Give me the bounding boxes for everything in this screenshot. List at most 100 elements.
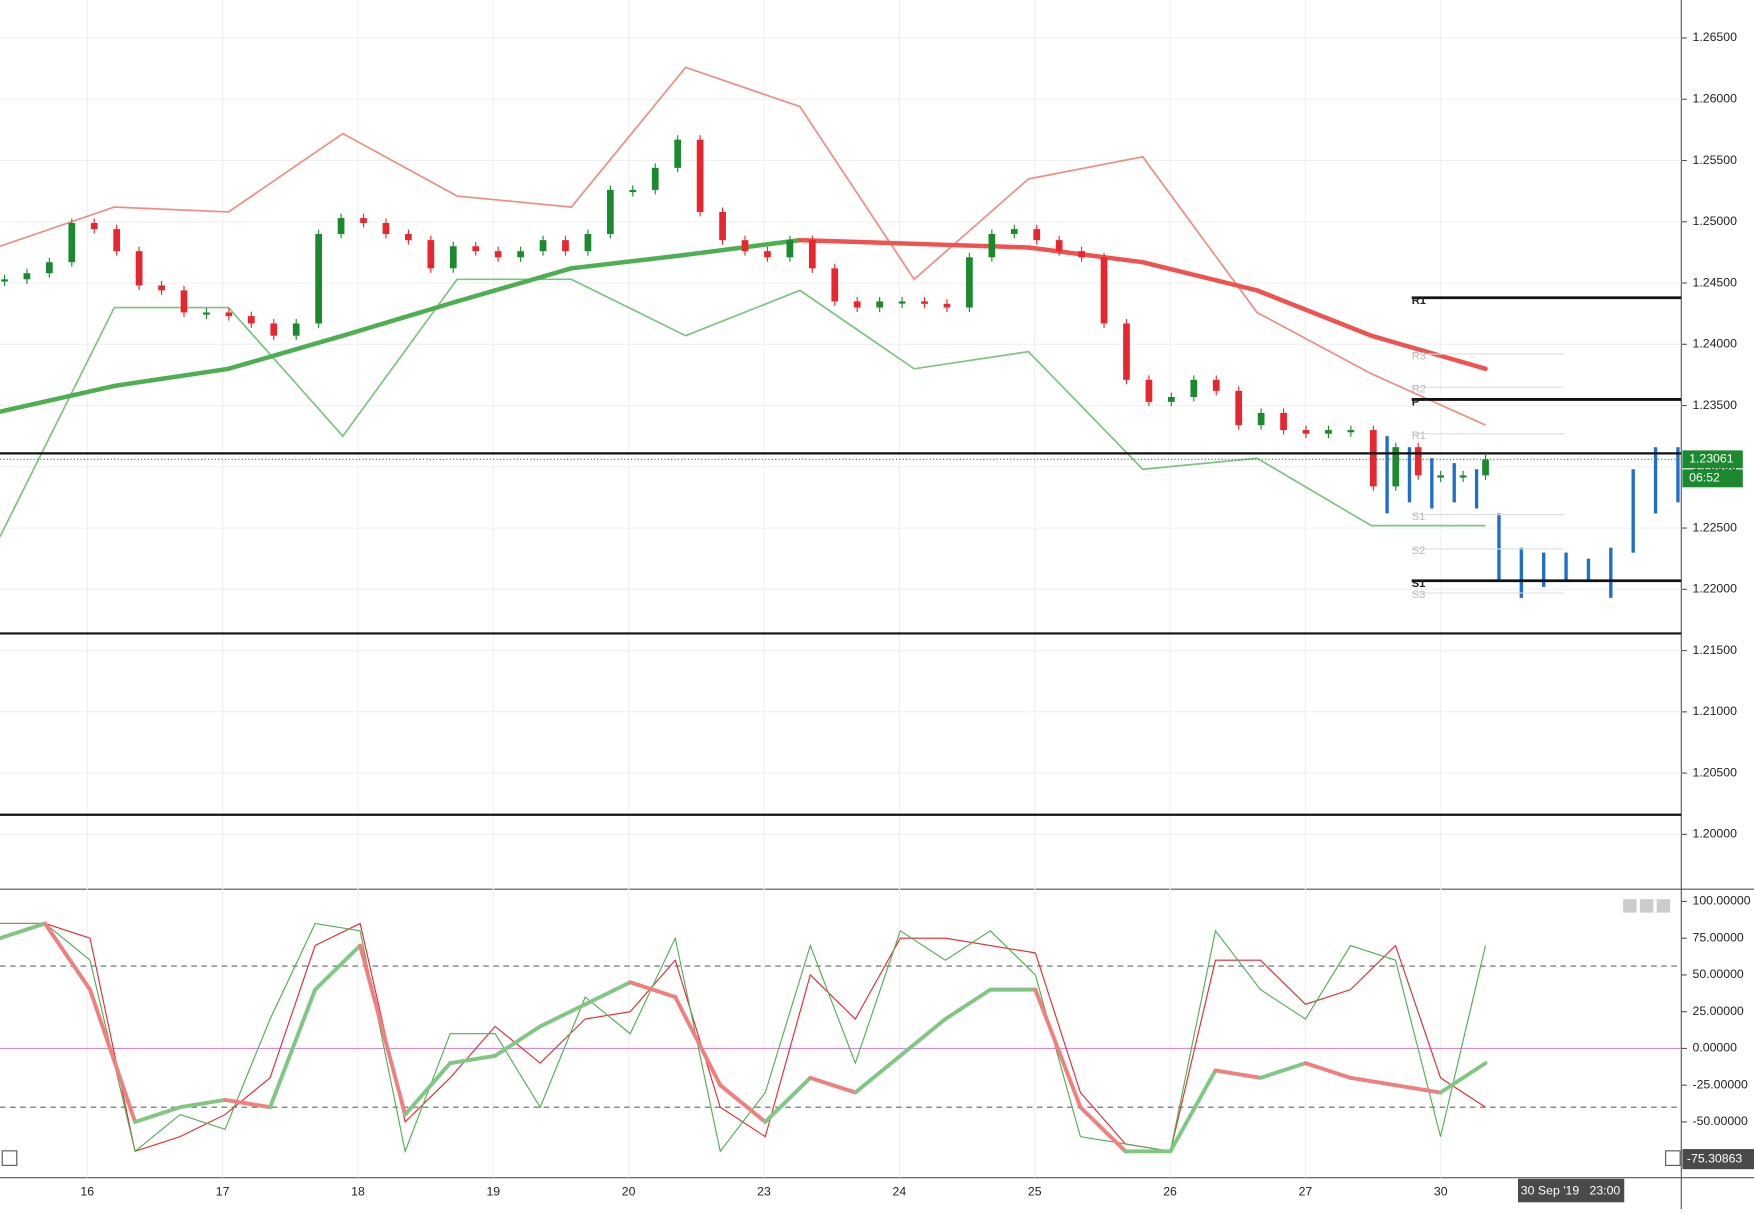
panel-buttons[interactable] <box>1623 899 1671 913</box>
x-tick-label: 19 <box>486 1184 500 1198</box>
minor-pivot-label: R1 <box>1412 430 1426 442</box>
moving-average <box>112 366 231 389</box>
candle <box>1280 412 1287 431</box>
candle <box>1235 390 1243 426</box>
candle <box>629 189 637 193</box>
x-tick-label: 27 <box>1299 1184 1313 1198</box>
candle <box>1302 430 1310 434</box>
candle <box>1414 447 1422 476</box>
moving-average <box>569 252 688 271</box>
candle <box>764 251 771 258</box>
candle <box>158 285 165 291</box>
candle <box>45 262 53 274</box>
candle <box>180 290 188 313</box>
add-button[interactable] <box>1 1150 18 1166</box>
candle <box>1392 447 1400 487</box>
oscillator-smooth <box>898 1017 948 1058</box>
y-tick-label: 1.22000 <box>1692 582 1737 596</box>
candle <box>1437 475 1445 478</box>
candle <box>382 222 390 235</box>
moving-average <box>454 266 574 304</box>
candle <box>247 316 255 324</box>
x-tick-label: 25 <box>1028 1184 1042 1198</box>
candle <box>1369 430 1377 487</box>
candle <box>921 301 928 304</box>
add-button[interactable] <box>1665 1150 1681 1166</box>
x-tick-label: 30 <box>1434 1184 1448 1198</box>
candle <box>943 303 951 308</box>
candle <box>719 211 726 241</box>
oscillator-smooth <box>808 1075 858 1095</box>
button-up[interactable] <box>1623 899 1637 913</box>
candle <box>562 240 569 252</box>
candle <box>831 268 839 302</box>
y-tick-label: 1.24500 <box>1692 275 1737 289</box>
oscillator-smooth <box>1033 987 1083 1110</box>
oscillator-smooth <box>493 1024 543 1058</box>
last-price-label: 1.23061 <box>1689 452 1734 466</box>
moving-average <box>797 237 917 247</box>
candle <box>315 234 322 324</box>
moving-average <box>1369 333 1488 372</box>
candle <box>135 251 143 286</box>
button-close[interactable] <box>1639 899 1654 913</box>
oscillator-smooth <box>268 987 318 1110</box>
minor-pivot-label: S2 <box>1412 545 1426 557</box>
crosshair-box <box>1517 1178 1625 1203</box>
y-tick-label: 1.22500 <box>1692 520 1737 534</box>
candle <box>90 222 98 230</box>
candle <box>449 246 457 269</box>
x-tick-label: 23 <box>757 1184 771 1198</box>
button-down[interactable] <box>1656 899 1671 913</box>
y-tick-label: -25.00000 <box>1692 1077 1748 1091</box>
oscillator-smooth <box>43 921 92 992</box>
oscillator-smooth <box>628 980 678 999</box>
candle <box>1078 251 1085 258</box>
pivot-label: S1 <box>1412 578 1426 590</box>
oscillator-smooth <box>1258 1061 1308 1080</box>
x-tick-label: 17 <box>216 1184 230 1198</box>
y-tick-label: 1.21000 <box>1692 704 1737 718</box>
candle <box>1459 475 1467 478</box>
oscillator-smooth <box>1348 1075 1398 1088</box>
oscillator-smooth <box>403 1061 453 1117</box>
band-lower <box>0 278 1486 538</box>
oscillator-smooth <box>223 1097 273 1110</box>
y-tick-label: 1.23500 <box>1692 398 1737 412</box>
candle <box>988 234 996 258</box>
candle <box>607 189 614 235</box>
x-tick-label: 26 <box>1163 1184 1177 1198</box>
y-tick-label: 1.25500 <box>1692 153 1737 167</box>
x-tick-label: 24 <box>893 1184 907 1198</box>
candle <box>494 251 502 258</box>
candle <box>539 240 547 252</box>
oscillator-smooth <box>313 943 363 992</box>
minor-pivot-label: S1 <box>1412 511 1426 523</box>
oscillator-smooth <box>1438 1061 1488 1095</box>
oscillator-smooth <box>763 1075 813 1124</box>
candle <box>337 218 345 235</box>
oscillator-smooth <box>178 1097 228 1110</box>
oscillator-smooth <box>358 943 408 1117</box>
candle <box>1347 430 1355 433</box>
candle <box>517 251 524 258</box>
y-tick-label: 0.00000 <box>1692 1041 1737 1055</box>
oscillator-smooth <box>1213 1068 1263 1080</box>
pivot-label: R1 <box>1412 295 1426 307</box>
oscillator-smooth <box>1078 1105 1128 1154</box>
moving-average <box>1254 288 1374 338</box>
candle <box>696 139 704 212</box>
oscillator-smooth <box>1303 1061 1353 1080</box>
candle <box>1100 257 1108 324</box>
candle <box>68 222 76 263</box>
candle <box>1 279 8 282</box>
candle <box>898 301 906 304</box>
candle <box>1325 430 1332 434</box>
oscillator-smooth <box>448 1053 498 1066</box>
oscillator-smooth <box>1168 1068 1218 1154</box>
crosshair-label: 30 Sep '19 23:00 <box>1521 1183 1621 1197</box>
candle <box>225 312 233 317</box>
candle <box>651 167 659 190</box>
minor-pivot-label: S3 <box>1412 589 1426 601</box>
